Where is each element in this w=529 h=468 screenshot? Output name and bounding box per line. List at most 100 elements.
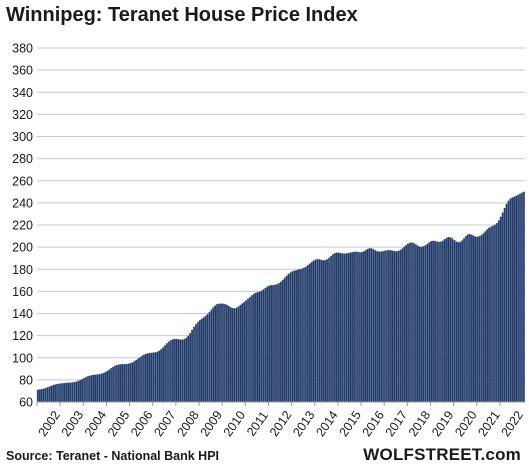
bar <box>459 241 462 403</box>
bar <box>218 303 221 403</box>
bar <box>426 243 429 403</box>
bar <box>65 382 68 403</box>
bar <box>384 250 386 403</box>
bar <box>117 364 120 403</box>
bar <box>283 277 286 403</box>
bar <box>451 238 454 403</box>
x-tick-label: 2016 <box>360 408 387 439</box>
bar <box>301 268 304 403</box>
bar <box>474 236 477 403</box>
bar <box>293 270 296 403</box>
bar <box>131 362 134 403</box>
bar <box>355 251 358 403</box>
bar <box>405 244 408 403</box>
bar <box>333 252 336 403</box>
bar <box>493 224 496 403</box>
bar <box>208 311 211 403</box>
bar <box>486 229 489 403</box>
bar <box>73 381 76 403</box>
bar <box>316 259 319 403</box>
bar <box>90 375 93 403</box>
bar <box>318 259 321 403</box>
bar <box>168 341 170 403</box>
bar <box>58 383 61 403</box>
x-tick-label: 2004 <box>82 408 109 439</box>
y-tick-label: 260 <box>12 174 33 188</box>
bar <box>210 309 213 403</box>
x-tick-label: 2015 <box>336 408 363 439</box>
y-tick-label: 360 <box>12 64 33 78</box>
x-tick-label: 2022 <box>499 408 526 439</box>
bar <box>331 254 334 403</box>
x-tick-label: 2006 <box>128 408 155 439</box>
bar <box>61 383 64 403</box>
bar <box>200 318 203 403</box>
x-tick-label: 2008 <box>174 408 201 439</box>
bar <box>272 284 275 403</box>
bar <box>175 338 178 403</box>
bar <box>222 303 224 403</box>
bar <box>341 253 344 403</box>
bar <box>247 298 250 403</box>
bar <box>67 382 70 403</box>
bars <box>36 191 525 403</box>
bar <box>104 371 107 403</box>
bar <box>235 307 238 403</box>
bar <box>517 194 520 403</box>
bar <box>297 269 300 403</box>
bar <box>434 240 437 403</box>
bar <box>60 383 62 403</box>
x-tick-label: 2002 <box>36 408 63 439</box>
bar <box>463 238 466 403</box>
bar <box>314 259 317 403</box>
y-tick-label: 180 <box>12 263 33 277</box>
bar <box>166 343 169 403</box>
bar <box>289 272 292 403</box>
bar <box>179 339 182 403</box>
bar <box>241 303 244 403</box>
bar <box>193 326 196 403</box>
bar <box>38 389 41 403</box>
bar <box>87 376 89 403</box>
bar <box>499 216 502 403</box>
bar <box>468 233 471 403</box>
bar <box>181 339 184 403</box>
bar <box>245 300 248 403</box>
bar <box>382 251 385 403</box>
bar <box>127 363 130 403</box>
bar <box>322 260 325 403</box>
bar <box>123 364 126 403</box>
bar <box>407 243 410 403</box>
x-tick-label: 2010 <box>221 408 248 439</box>
y-tick-label: 140 <box>12 307 33 321</box>
bar <box>249 296 251 403</box>
bar <box>401 248 404 403</box>
bar <box>69 382 72 403</box>
bar <box>488 227 491 403</box>
bar <box>98 374 101 403</box>
y-tick-label: 320 <box>12 108 33 122</box>
bar <box>220 303 223 403</box>
bar <box>482 233 485 403</box>
bar <box>430 241 433 403</box>
bar <box>274 284 277 403</box>
bar <box>299 269 302 403</box>
bar <box>56 383 59 403</box>
x-tick-label: 2003 <box>59 408 86 439</box>
bar <box>54 384 57 403</box>
bar <box>378 251 381 403</box>
bar <box>171 339 174 403</box>
bar <box>399 249 402 403</box>
bar <box>308 263 311 403</box>
x-tick-label: 2013 <box>290 408 317 439</box>
bar <box>187 335 190 403</box>
bar <box>312 260 315 403</box>
bar <box>52 384 55 403</box>
bar <box>281 279 284 403</box>
bar <box>42 388 45 403</box>
y-tick-label: 100 <box>12 351 33 365</box>
bar <box>266 286 269 403</box>
bar <box>455 241 458 403</box>
bar <box>414 244 417 403</box>
